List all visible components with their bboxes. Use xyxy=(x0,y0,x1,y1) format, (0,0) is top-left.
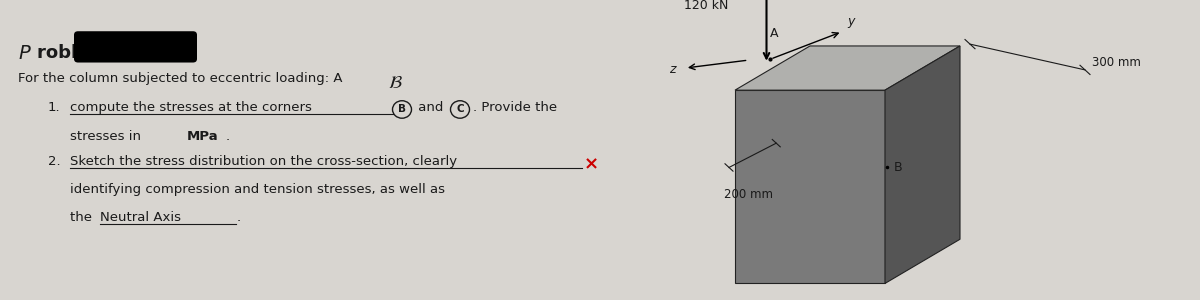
Text: stresses in: stresses in xyxy=(70,130,145,143)
Text: 200 mm: 200 mm xyxy=(724,188,773,201)
Text: For the column subjected to eccentric loading: A: For the column subjected to eccentric lo… xyxy=(18,72,355,85)
Polygon shape xyxy=(886,46,960,283)
Text: C: C xyxy=(456,103,464,113)
Text: and: and xyxy=(414,101,448,114)
Text: 2.: 2. xyxy=(48,155,61,169)
FancyBboxPatch shape xyxy=(74,31,197,62)
Polygon shape xyxy=(734,46,960,90)
Text: MPa: MPa xyxy=(187,130,218,143)
Text: 120 kN: 120 kN xyxy=(684,0,728,12)
Text: .: . xyxy=(226,130,230,143)
Text: 300 mm: 300 mm xyxy=(1092,56,1141,69)
Text: compute the stresses at the corners: compute the stresses at the corners xyxy=(70,101,316,114)
Text: A: A xyxy=(770,26,779,40)
Text: .: . xyxy=(238,211,241,224)
Text: $\mathcal{B}$: $\mathcal{B}$ xyxy=(388,74,403,92)
Text: y: y xyxy=(847,15,854,28)
Text: Sketch the stress distribution on the cross-section, clearly: Sketch the stress distribution on the cr… xyxy=(70,155,461,169)
Text: $\mathit{P}$: $\mathit{P}$ xyxy=(18,44,31,63)
Text: ×: × xyxy=(584,155,599,173)
Text: B: B xyxy=(398,103,406,113)
Text: Neutral Axis: Neutral Axis xyxy=(100,211,181,224)
Text: z: z xyxy=(670,63,676,76)
Text: the: the xyxy=(70,211,96,224)
Text: identifying compression and tension stresses, as well as: identifying compression and tension stre… xyxy=(70,183,445,196)
Text: B: B xyxy=(894,161,902,174)
Text: . Provide the: . Provide the xyxy=(473,101,557,114)
Text: roblem 2: roblem 2 xyxy=(37,44,127,62)
Text: 1.: 1. xyxy=(48,101,61,114)
Polygon shape xyxy=(734,90,886,284)
